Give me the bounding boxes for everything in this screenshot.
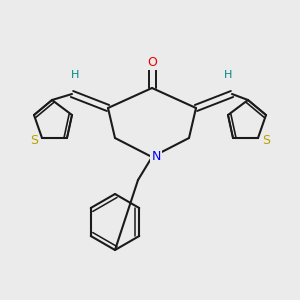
Text: S: S <box>262 134 270 148</box>
Text: O: O <box>147 56 157 68</box>
Text: S: S <box>30 134 38 148</box>
Text: N: N <box>151 151 161 164</box>
Text: H: H <box>71 70 79 80</box>
Text: H: H <box>224 70 232 80</box>
